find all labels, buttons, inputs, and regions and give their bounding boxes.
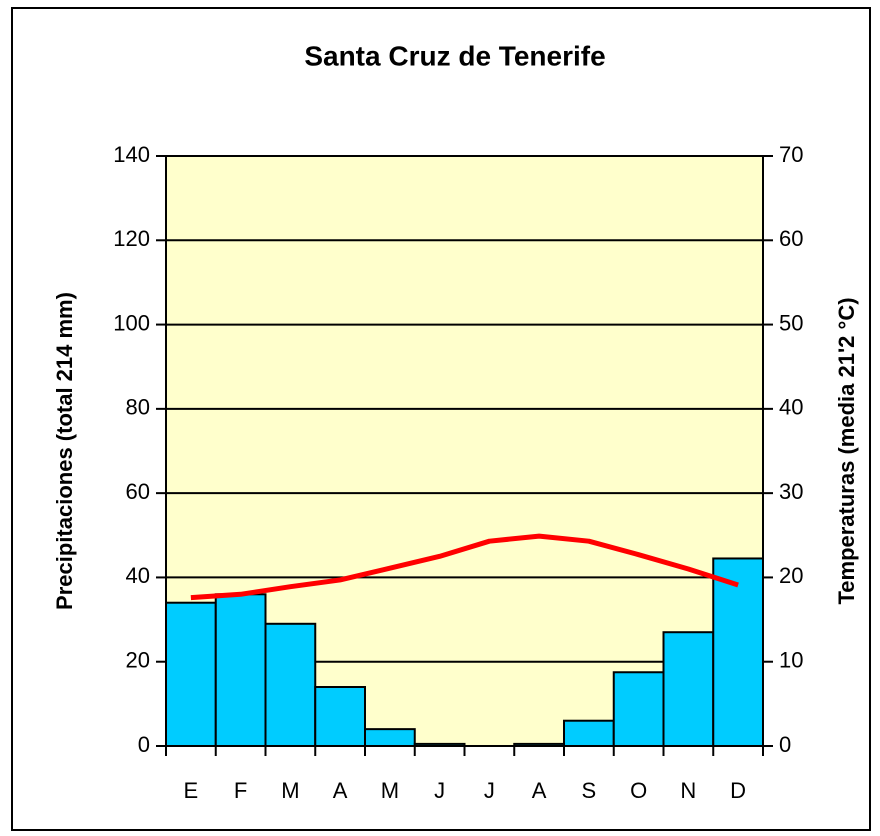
y-tick-label: 100 xyxy=(113,310,150,335)
y2-axis-title: Temperaturas (media 21'2 °C) xyxy=(834,297,859,604)
line xyxy=(190,533,739,601)
bar xyxy=(364,728,416,748)
x-tick-label: M xyxy=(281,778,299,803)
y-tick-label: 20 xyxy=(126,648,150,673)
x-tick-label: N xyxy=(680,778,696,803)
bar xyxy=(314,686,366,747)
y2-tick-label: 20 xyxy=(779,563,803,588)
y-tick-label: 60 xyxy=(126,479,150,504)
y2-tick-label: 70 xyxy=(779,142,803,167)
y-tick-label: 120 xyxy=(113,226,150,251)
x-tick-label: J xyxy=(434,778,445,803)
x-tick-label: D xyxy=(730,778,746,803)
x-tick-label: O xyxy=(630,778,647,803)
x-tick-label: A xyxy=(333,778,348,803)
y-tick-label: 40 xyxy=(126,563,150,588)
y-tick-label: 140 xyxy=(113,142,150,167)
x-tick-label: A xyxy=(532,778,547,803)
bar xyxy=(712,557,764,748)
bar xyxy=(214,593,267,747)
bar xyxy=(563,719,615,748)
y2-tick-label: 40 xyxy=(779,395,803,420)
bar xyxy=(612,671,665,747)
y-tick-label: 0 xyxy=(138,732,150,757)
bar xyxy=(165,601,217,748)
y2-tick-label: 50 xyxy=(779,310,803,335)
y2-tick-label: 0 xyxy=(779,732,791,757)
x-tick-label: M xyxy=(381,778,399,803)
bar xyxy=(264,622,317,747)
x-tick-label: J xyxy=(484,778,495,803)
x-tick-label: F xyxy=(234,778,247,803)
x-tick-label: E xyxy=(184,778,199,803)
y2-tick-label: 60 xyxy=(779,226,803,251)
y-tick-label: 80 xyxy=(126,395,150,420)
x-tick-label: S xyxy=(582,778,597,803)
y2-tick-label: 30 xyxy=(779,479,803,504)
y2-tick-label: 10 xyxy=(779,648,803,673)
chart-title: Santa Cruz de Tenerife xyxy=(304,40,605,71)
bar xyxy=(662,631,715,748)
y-axis-title: Precipitaciones (total 214 mm) xyxy=(52,292,77,610)
